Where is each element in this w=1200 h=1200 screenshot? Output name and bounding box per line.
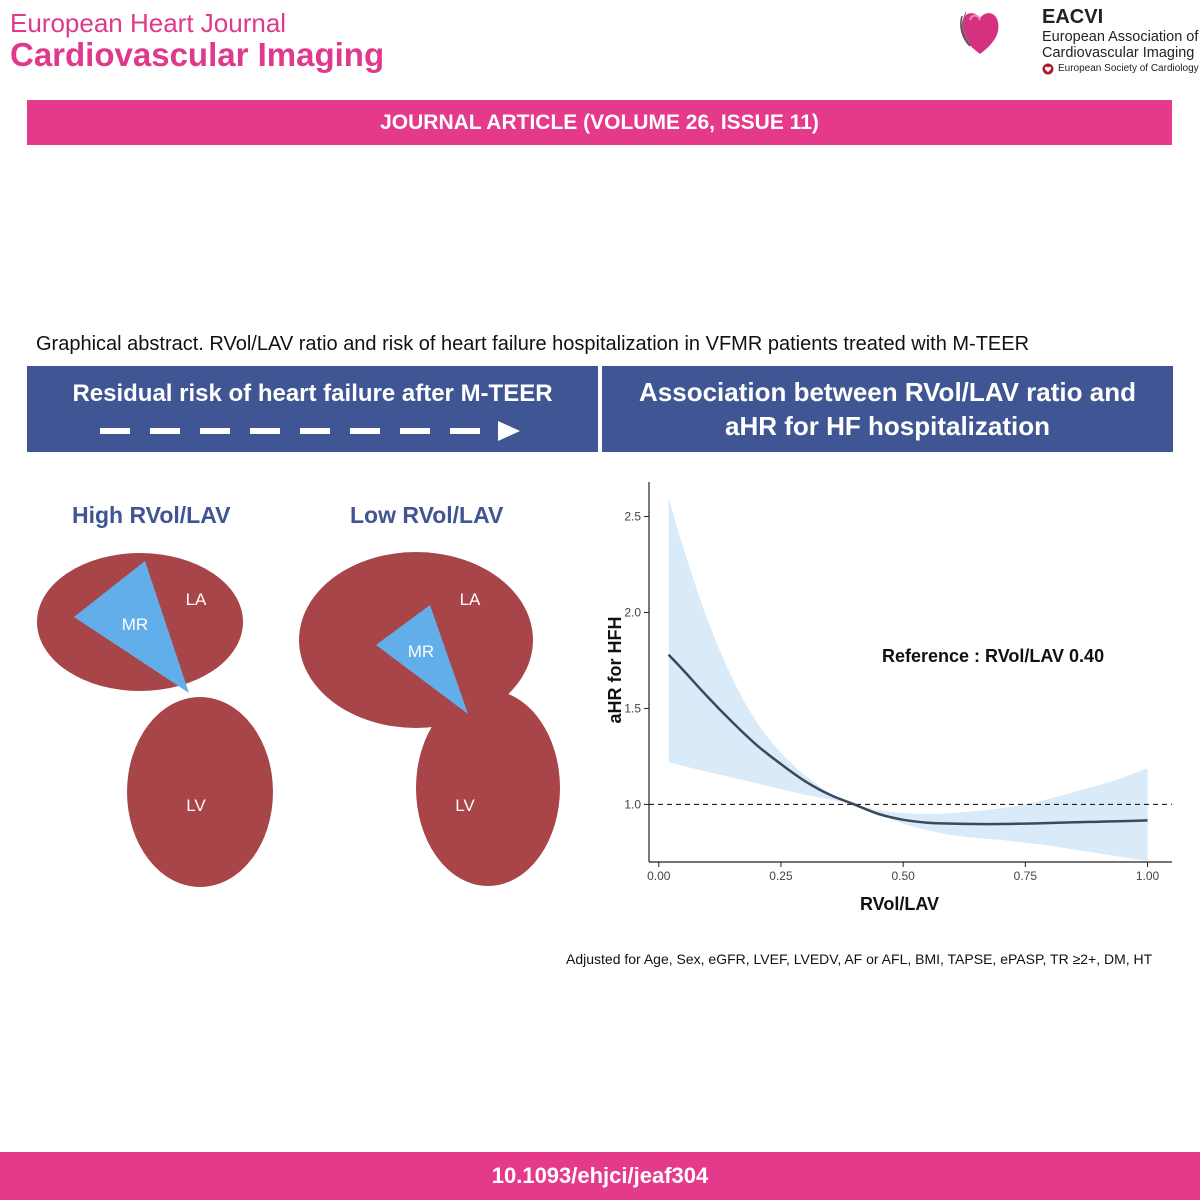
x-tick-label: 0.25 (769, 869, 793, 883)
right-panel-title-line2: aHR for HF hospitalization (725, 411, 1050, 441)
adjustment-footnote: Adjusted for Age, Sex, eGFR, LVEF, LVEDV… (566, 951, 1153, 967)
low-rvol-title: Low RVol/LAV (350, 502, 504, 528)
doi-banner: 10.1093/ehjci/jeaf304 (0, 1152, 1200, 1200)
y-tick-label: 1.0 (624, 797, 641, 811)
org-abbreviation: EACVI (1042, 6, 1104, 28)
x-tick-label: 1.00 (1136, 869, 1160, 883)
confidence-interval-band (668, 497, 1148, 861)
org-full-name: European Association of Cardiovascular I… (1042, 29, 1200, 61)
journal-name-line1: European Heart Journal (10, 8, 287, 38)
org-full-name-line1: European Association of (1042, 29, 1199, 45)
high-rvol-heart: LA MR LV (37, 553, 273, 887)
low-lv-label: LV (455, 796, 475, 815)
y-tick-label: 2.5 (624, 510, 641, 524)
x-axis-label: RVol/LAV (860, 894, 939, 914)
x-tick-label: 0.50 (891, 869, 915, 883)
figure-caption: Graphical abstract. RVol/LAV ratio and r… (36, 333, 1030, 355)
x-tick-label: 0.00 (647, 869, 671, 883)
journal-name-line2: Cardiovascular Imaging (10, 36, 385, 73)
right-panel-title-line1: Association between RVol/LAV ratio and (639, 377, 1136, 407)
high-lv-chamber (127, 697, 273, 887)
eacvi-heart-logo-icon (960, 11, 999, 55)
x-axis-ticks: 0.00 0.25 0.50 0.75 1.00 (647, 862, 1160, 883)
y-tick-label: 1.5 (624, 701, 641, 715)
low-mr-jet (376, 605, 468, 714)
article-type-banner: JOURNAL ARTICLE (VOLUME 26, ISSUE 11) (27, 100, 1172, 145)
high-lv-label: LV (186, 796, 206, 815)
high-mr-jet (74, 561, 189, 693)
right-panel-title: Association between RVol/LAV ratio and a… (602, 375, 1173, 443)
high-rvol-title: High RVol/LAV (72, 502, 231, 528)
x-tick-label: 0.75 (1014, 869, 1038, 883)
left-panel-title: Residual risk of heart failure after M-T… (72, 380, 553, 407)
reference-annotation: Reference : RVol/LAV 0.40 (882, 646, 1104, 666)
society-name: European Society of Cardiology (1058, 63, 1199, 74)
right-panel-header (602, 366, 1173, 452)
y-axis-ticks: 1.0 1.5 2.0 2.5 (624, 510, 649, 811)
low-mr-label: MR (408, 642, 434, 661)
ahr-spline-chart: 0.00 0.25 0.50 0.75 1.00 1.0 1.5 2.0 2.5 RVol/L… (605, 482, 1172, 914)
dashed-arrow-icon (100, 421, 520, 441)
org-full-name-line2: Cardiovascular Imaging (1042, 45, 1195, 61)
y-tick-label: 2.0 (624, 606, 641, 620)
ahr-curve (667, 653, 1148, 826)
low-la-label: LA (460, 590, 481, 609)
low-lv-chamber (416, 690, 560, 886)
high-mr-label: MR (122, 615, 148, 634)
heart-diagrams: LA MR LV LA MR LV (37, 552, 560, 887)
y-axis-label: aHR for HFH (605, 617, 625, 724)
esc-heart-icon (1042, 63, 1054, 75)
high-la-label: LA (186, 590, 207, 609)
low-rvol-heart: LA MR LV (299, 552, 560, 886)
